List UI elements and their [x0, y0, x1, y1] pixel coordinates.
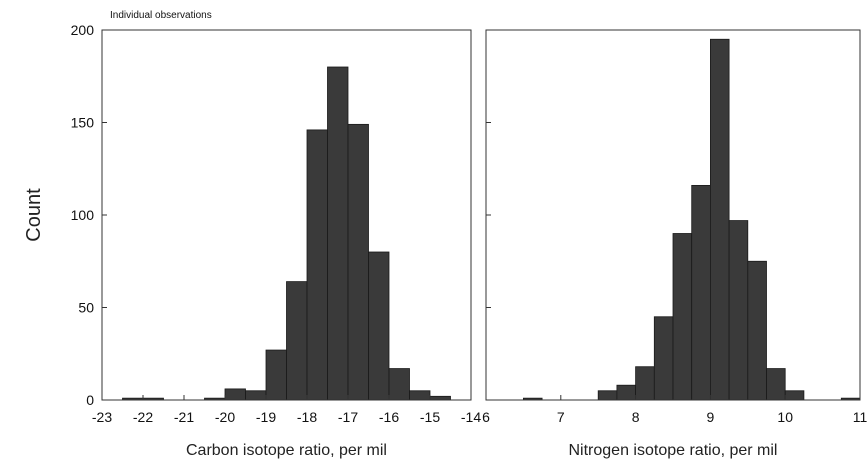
carbon-x-tick-label: -19 [256, 409, 276, 425]
carbon-x-tick-label: -21 [174, 409, 194, 425]
carbon-bar [286, 281, 308, 401]
carbon-bar [327, 66, 349, 401]
nitrogen-bar [784, 390, 805, 401]
nitrogen-bar [597, 390, 618, 401]
carbon-x-tick-label: -20 [215, 409, 235, 425]
carbon-bar [388, 368, 410, 401]
carbon-x-tick-label: -23 [92, 409, 112, 425]
carbon-y-tick-label: 150 [71, 115, 95, 131]
annotation-label: Individual observations [110, 10, 212, 21]
carbon-y-tick-label: 0 [86, 392, 94, 408]
carbon-bar [347, 123, 369, 401]
carbon-y-tick-label: 200 [71, 22, 95, 38]
carbon-x-tick-label: -17 [338, 409, 358, 425]
shared-y-axis-label: Count [23, 188, 45, 242]
carbon-y-tick-label: 100 [71, 207, 95, 223]
nitrogen-bar [616, 384, 637, 401]
carbon-bar [224, 388, 246, 401]
nitrogen-x-tick-label: 11 [853, 409, 868, 425]
nitrogen-bar [653, 316, 674, 401]
nitrogen-histogram-panel: 6 7 8 9 10 11 Nitrogen isotope ratio, per mil [482, 29, 868, 459]
nitrogen-x-tick-label: 10 [777, 409, 793, 425]
nitrogen-x-tick-label: 8 [632, 409, 640, 425]
nitrogen-bar [691, 184, 711, 401]
carbon-x-tick-label: -16 [379, 409, 399, 425]
carbon-bar [368, 251, 390, 401]
nitrogen-bar [747, 260, 767, 401]
carbon-bar [429, 395, 451, 401]
carbon-bar [245, 390, 267, 401]
carbon-x-tick-label: -14 [461, 409, 481, 425]
nitrogen-x-tick-label: 6 [482, 409, 490, 425]
carbon-x-tick-label: -22 [133, 409, 153, 425]
carbon-y-tick-label: 50 [78, 300, 94, 316]
nitrogen-bar [728, 220, 749, 401]
carbon-bar [409, 390, 431, 401]
carbon-x-tick-label: -15 [420, 409, 440, 425]
nitrogen-bar [766, 368, 786, 401]
carbon-bar [265, 349, 287, 401]
nitrogen-bar [635, 366, 655, 401]
nitrogen-x-tick-label: 9 [707, 409, 715, 425]
nitrogen-x-axis-label: Nitrogen isotope ratio, per mil [569, 442, 778, 459]
nitrogen-x-tick-label: 7 [557, 409, 565, 425]
carbon-bar [306, 129, 328, 401]
carbon-histogram-panel: -23 -22 -21 -20 -19 -18 -17 -16 -15 -14 0 50 100 150 2… [71, 22, 482, 459]
nitrogen-bar [710, 38, 730, 401]
carbon-x-axis-label: Carbon isotope ratio, per mil [186, 442, 387, 459]
carbon-x-tick-label: -18 [297, 409, 317, 425]
nitrogen-bar [672, 233, 693, 401]
